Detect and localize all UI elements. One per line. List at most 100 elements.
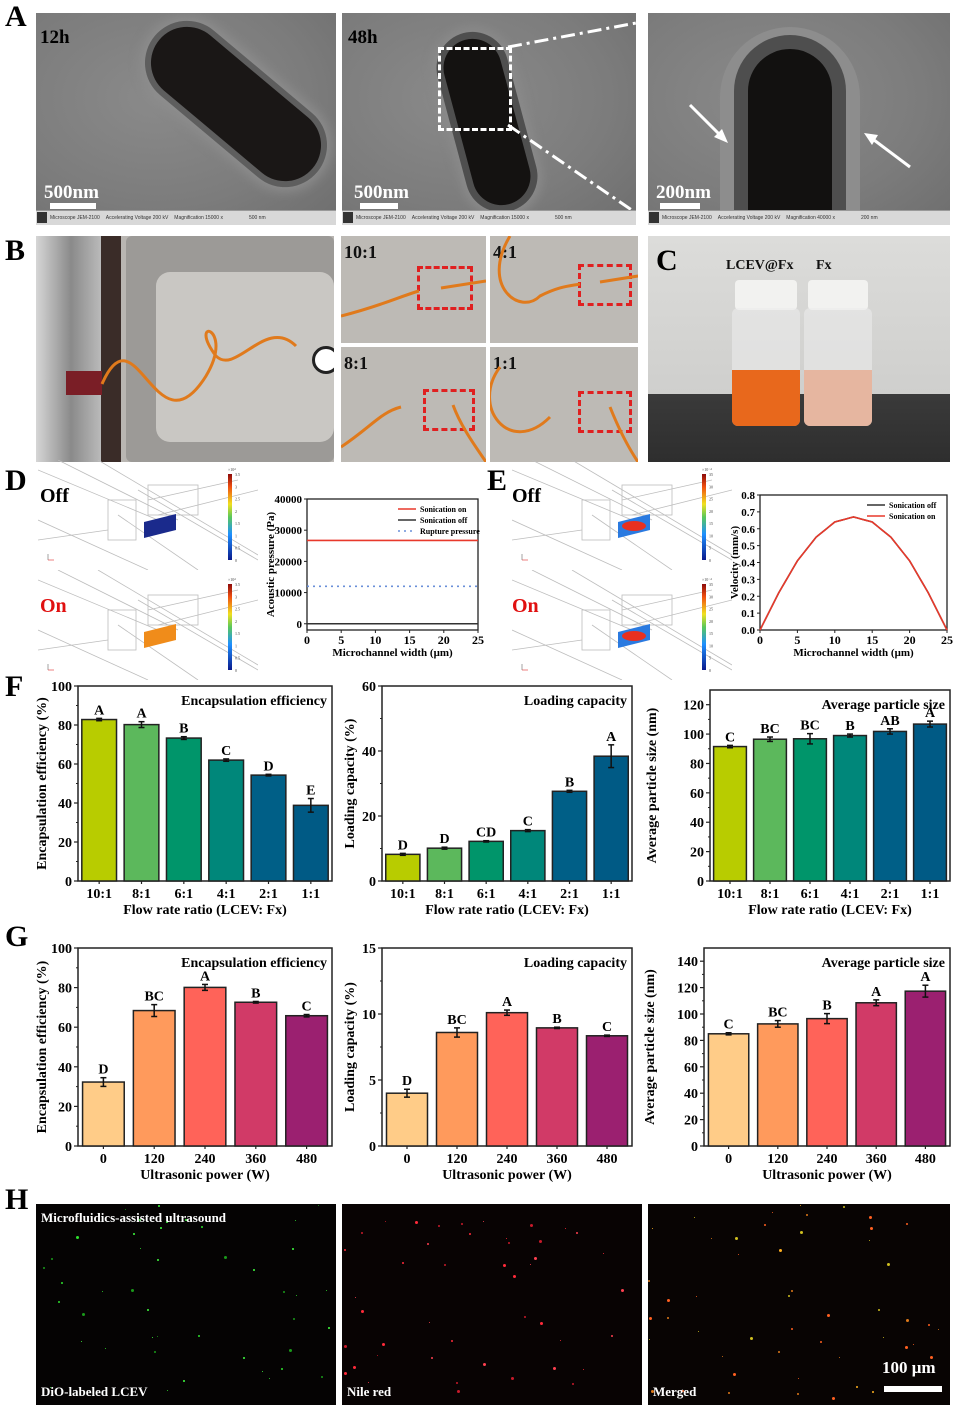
fluorescent-particle: [649, 1339, 650, 1340]
y-tick-label: 40: [684, 1087, 698, 1102]
y-tick-label: 40: [690, 816, 704, 831]
x-tick-label: 0: [404, 1152, 411, 1167]
bacterium-rod: [136, 13, 336, 196]
wireframe-line: [511, 629, 623, 681]
plot-frame: [306, 498, 479, 631]
y-tick-label: 0.5: [741, 541, 755, 553]
wireframe-line: [531, 569, 653, 631]
fluorescent-particle: [788, 1295, 790, 1297]
colorbar: [702, 584, 706, 670]
chart-title: Average particle size: [822, 698, 945, 713]
x-tick-label: 5: [794, 633, 800, 647]
y-tick-label: 15: [362, 942, 376, 957]
y-axis-label: Encapsulation efficiency (%): [35, 960, 50, 1133]
fluorescent-particle: [682, 1390, 684, 1392]
vial-cap: [808, 280, 868, 310]
colorbar-tick-label: 1.5: [235, 631, 240, 636]
channel-junction: [107, 499, 137, 541]
x-tick-label: 360: [547, 1152, 568, 1167]
bar-240: [183, 986, 227, 1147]
colorbar-tick-label: 25: [709, 607, 713, 612]
bar-1-1: [912, 723, 948, 882]
fluorescent-particle: [50, 1387, 51, 1388]
fluorescent-particle: [76, 1236, 79, 1239]
channel-wireframe: 0 5 10 15 20 25 30 35×10⁻⁴: [511, 459, 733, 571]
zoom-connector-lines: [507, 21, 636, 215]
velocity-hotspot: [622, 521, 646, 531]
fluorescent-particle: [511, 1377, 514, 1380]
pressure-field: [144, 624, 176, 648]
fluorescent-particle: [905, 1346, 908, 1349]
chart-f-loading: 0 20 40 60 D 10:1 D 8:1 CD 6:1 C 4:1 B 2:1 A 1:1 Loading…: [343, 680, 633, 918]
bar-240: [485, 1011, 529, 1147]
chart-title: Average particle size: [822, 956, 945, 971]
fluorescent-particle: [735, 1237, 738, 1240]
x-tick-label: 120: [767, 1152, 788, 1167]
fluorescent-particle: [321, 1376, 323, 1378]
series-line-sonication-on: [759, 516, 948, 631]
x-tick-label: 8:1: [761, 887, 780, 902]
fluorescent-particle: [368, 1382, 369, 1383]
fluorescent-particle: [611, 1335, 613, 1337]
significance-letter: BC: [144, 990, 163, 1005]
x-tick-label: 25: [472, 633, 484, 647]
tubing: [341, 279, 486, 318]
bar-480: [285, 1014, 329, 1147]
fluorescent-particle: [154, 1351, 156, 1353]
colorbar-tick-label: 15: [709, 521, 713, 526]
info-voltage: Accelerating Voltage 200 kV: [717, 215, 781, 221]
scale-label: 500nm: [354, 182, 409, 203]
y-axis-label: Loading capacity (%): [343, 982, 358, 1112]
bar-120: [756, 1023, 799, 1147]
fluorescent-particle: [361, 1232, 363, 1234]
significance-letter: B: [565, 775, 574, 790]
bar-2-1: [872, 730, 908, 882]
bar-8-1: [123, 723, 160, 882]
significance-letter: BC: [800, 719, 819, 734]
fluorescent-particle: [353, 1366, 356, 1369]
channel-label-dio: DiO-labeled LCEV: [41, 1384, 148, 1399]
bar-10-1: [385, 853, 421, 882]
significance-letter: D: [263, 759, 273, 774]
y-tick-label: 0: [297, 619, 303, 631]
significance-letter: AB: [880, 714, 899, 729]
fluorescent-particle: [503, 1264, 506, 1267]
y-tick-label: 0.0: [741, 625, 755, 637]
fluorescent-particle: [152, 1337, 153, 1338]
syringe: [66, 371, 102, 395]
fluorescent-particle: [772, 1212, 773, 1213]
wireframe-line: [531, 459, 653, 521]
x-tick-label: 1:1: [602, 887, 621, 902]
colorbar-tick-label: 0.5: [235, 656, 240, 661]
significance-letter: BC: [760, 722, 779, 737]
x-tick-label: 480: [915, 1152, 936, 1167]
fluorescent-particle: [738, 1254, 739, 1255]
y-tick-label: 20: [58, 836, 72, 851]
x-axis-label: Flow rate ratio (LCEV: Fx): [748, 903, 912, 918]
fluorescent-particle: [820, 1341, 822, 1343]
y-tick-label: 60: [690, 787, 704, 802]
fluorescent-particle: [185, 1219, 187, 1221]
fluorescent-particle: [648, 1280, 650, 1282]
wireframe-line: [37, 579, 159, 631]
significance-letter: A: [871, 985, 882, 1000]
colorbar-tick-label: 1.5: [235, 521, 240, 526]
fluorescent-particle: [887, 1263, 890, 1266]
bar-6-1: [792, 738, 828, 882]
y-tick-label: 10: [362, 1008, 376, 1023]
y-tick-label: 60: [58, 758, 72, 773]
y-tick-label: 60: [362, 680, 376, 695]
scale-label: 100 μm: [882, 1358, 936, 1377]
fluorescent-particle: [451, 1340, 453, 1342]
bar-0: [707, 1033, 750, 1147]
y-tick-label: 0: [369, 875, 376, 890]
wireframe-line: [157, 489, 259, 516]
fluorescent-particle: [344, 1372, 347, 1375]
x-tick-label: 360: [245, 1152, 266, 1167]
fluorescent-particle: [539, 1240, 542, 1243]
fluorescent-particle: [870, 1227, 873, 1230]
fluorescent-particle: [133, 1233, 135, 1235]
off-label: Off: [40, 485, 69, 507]
significance-letter: A: [200, 969, 211, 984]
highlight-box: [423, 389, 475, 431]
